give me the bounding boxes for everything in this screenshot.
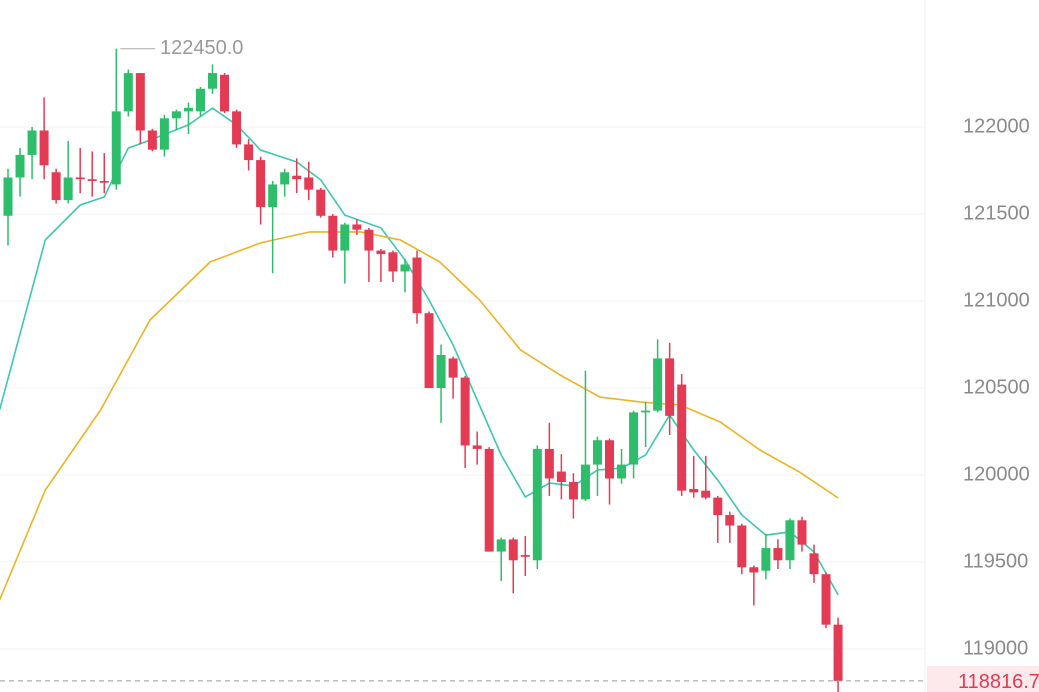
y-tick-label: 121000 — [963, 289, 1030, 311]
y-tick-label: 121500 — [963, 202, 1030, 224]
candle-body — [316, 189, 326, 216]
candle-body — [63, 177, 73, 201]
candle-body — [388, 252, 398, 272]
candle-body — [232, 111, 242, 145]
moving-averages — [0, 107, 839, 601]
candles — [3, 48, 843, 692]
candle-body — [629, 412, 639, 465]
candle-body — [364, 229, 374, 251]
candle-body — [304, 177, 314, 190]
candle-body — [376, 250, 386, 255]
candle-body — [3, 177, 13, 216]
moving-average-line — [0, 107, 839, 596]
candle-body — [508, 539, 518, 561]
candle-body — [171, 111, 181, 119]
candle-body — [147, 130, 157, 150]
candle-body — [208, 73, 218, 89]
candle-body — [448, 358, 458, 378]
candle-body — [713, 497, 723, 516]
candle-body — [617, 464, 627, 479]
y-tick-label: 122000 — [963, 115, 1030, 137]
candle-body — [737, 525, 747, 568]
candle-body — [75, 177, 85, 180]
annotations: 122450.0 118816.7 — [0, 37, 1039, 692]
candle-body — [183, 107, 193, 112]
candle-body — [833, 624, 843, 681]
candle-body — [412, 257, 422, 314]
moving-average-line — [0, 231, 839, 601]
candle-body — [749, 567, 759, 573]
candle-body — [400, 264, 410, 272]
candle-body — [292, 175, 302, 180]
candle-body — [268, 184, 278, 208]
candle-body — [689, 488, 699, 493]
y-tick-label: 120000 — [963, 463, 1030, 485]
y-tick-label: 119000 — [963, 637, 1028, 659]
candle-body — [677, 384, 687, 491]
grid: 119000 119500 120000 120500 121000 121500 1220… — [0, 115, 1030, 659]
candle-body — [496, 539, 506, 552]
candle-body — [520, 555, 530, 557]
candle-body — [605, 440, 614, 479]
candle-body — [821, 574, 831, 625]
candle-body — [785, 520, 795, 561]
candle-body — [568, 481, 578, 500]
candle-body — [701, 490, 711, 498]
candle-body — [424, 313, 434, 389]
candle-body — [39, 130, 49, 166]
candle-body — [340, 224, 350, 251]
candle-body — [280, 172, 290, 185]
candle-body — [532, 448, 542, 561]
candle-body — [244, 144, 254, 161]
candle-body — [328, 215, 338, 251]
candle-body — [460, 377, 470, 446]
last-price-label: 118816.7 — [958, 671, 1039, 692]
candle-body — [797, 520, 807, 545]
candle-body — [725, 515, 735, 526]
candle-body — [159, 118, 169, 150]
candle-body — [556, 471, 566, 482]
candle-body — [111, 111, 121, 185]
y-tick-label: 120500 — [963, 376, 1030, 398]
candle-body — [220, 74, 230, 112]
last-price-box — [927, 665, 1039, 692]
candle-body — [544, 448, 554, 479]
candle-body — [352, 224, 362, 230]
candle-body — [195, 88, 205, 112]
candle-body — [99, 180, 109, 183]
candle-body — [27, 130, 37, 155]
y-tick-label: 119500 — [963, 550, 1028, 572]
candle-body — [641, 410, 651, 413]
candle-body — [123, 73, 133, 112]
candle-body — [653, 358, 663, 411]
candle-body — [135, 73, 145, 131]
candle-body — [761, 548, 771, 571]
candle-body — [484, 448, 494, 552]
candle-body — [592, 440, 602, 465]
candle-body — [472, 445, 482, 449]
candle-body — [665, 358, 675, 416]
candle-body — [51, 172, 61, 201]
candle-body — [436, 354, 446, 389]
candle-body — [580, 464, 590, 500]
candle-body — [87, 179, 97, 181]
high-label: 122450.0 — [160, 37, 243, 59]
candle-body — [809, 553, 819, 575]
candle-body — [773, 548, 783, 561]
candle-body — [15, 154, 25, 178]
candle-body — [256, 160, 266, 208]
